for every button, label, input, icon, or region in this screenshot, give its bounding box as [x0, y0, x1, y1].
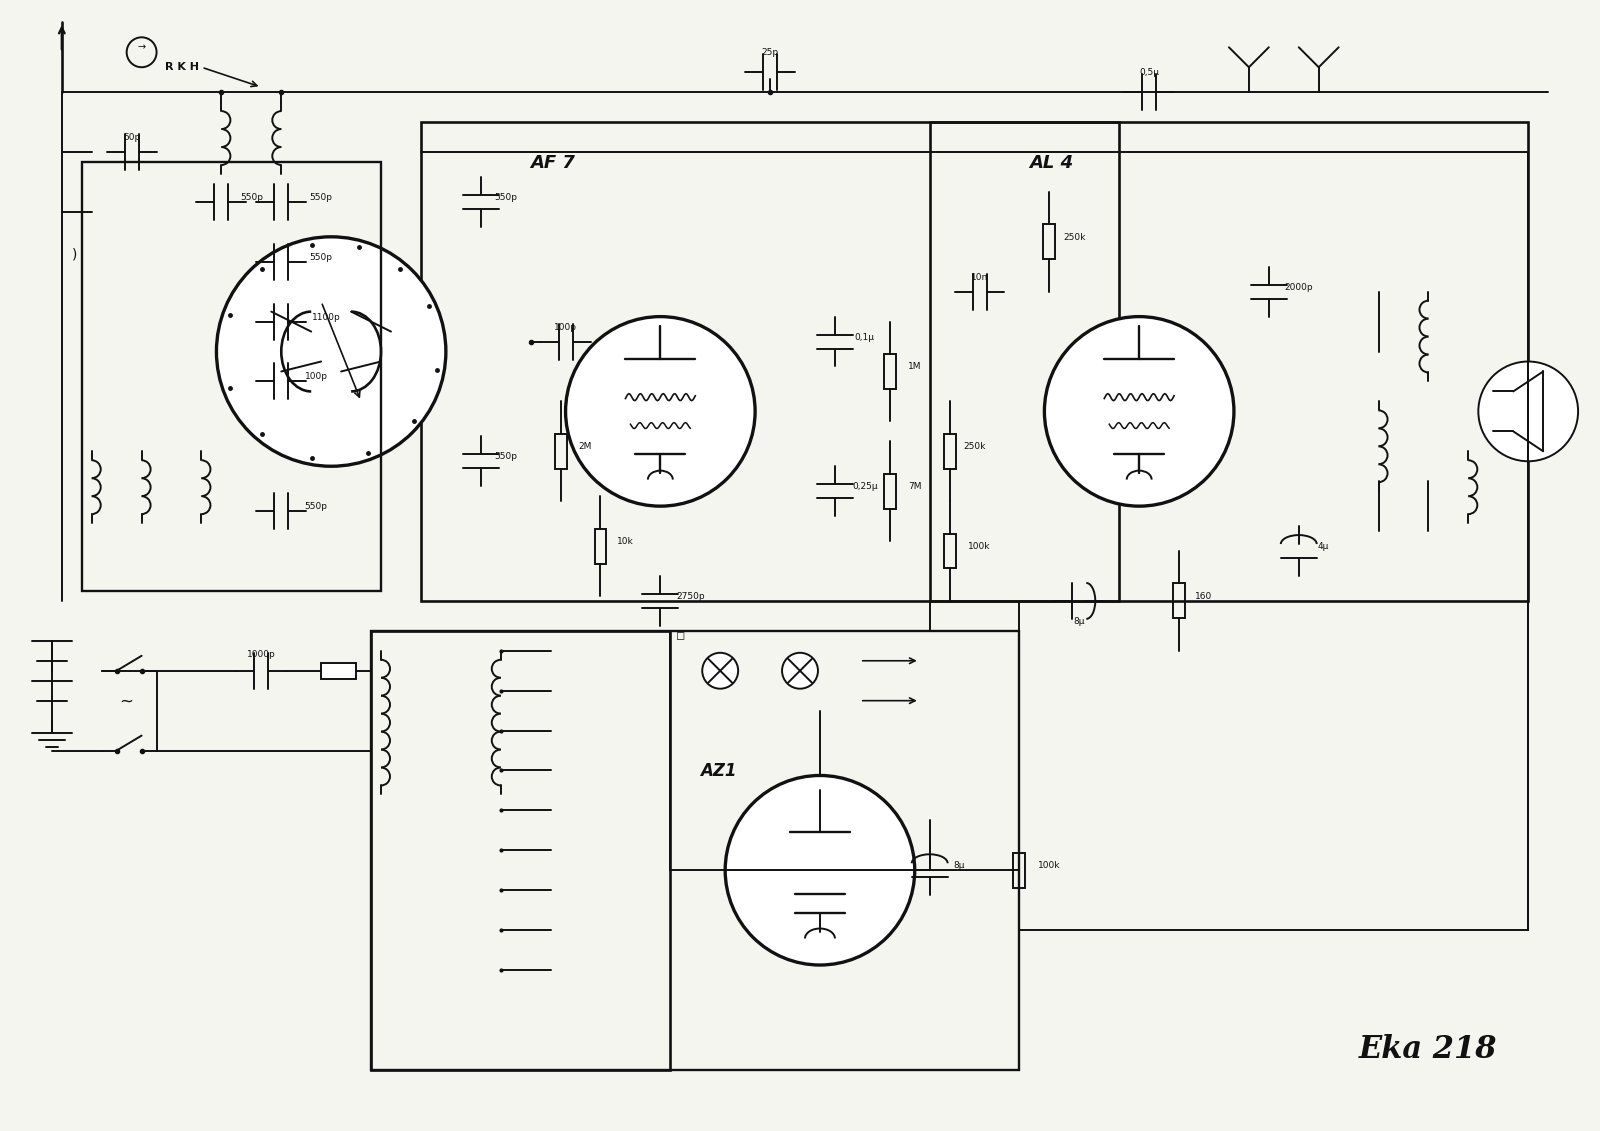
Text: 1M: 1M	[907, 362, 922, 371]
Text: 10n: 10n	[971, 273, 989, 282]
Text: AL 4: AL 4	[1029, 154, 1074, 172]
Text: 0,25μ: 0,25μ	[853, 482, 878, 491]
Text: 100p: 100p	[554, 322, 578, 331]
Circle shape	[782, 653, 818, 689]
Text: 8μ: 8μ	[954, 861, 965, 870]
Text: 550p: 550p	[310, 193, 333, 202]
Text: 4μ: 4μ	[1318, 542, 1330, 551]
Bar	[322, 663, 357, 679]
Text: 25p: 25p	[762, 49, 779, 58]
Text: 2M: 2M	[579, 442, 592, 451]
Text: 250k: 250k	[963, 442, 986, 451]
Text: AZ1: AZ1	[701, 762, 736, 780]
Bar	[930, 122, 1528, 601]
Circle shape	[565, 317, 755, 507]
Text: 550p: 550p	[240, 193, 262, 202]
Bar	[883, 474, 896, 509]
Text: ~: ~	[120, 692, 134, 710]
Bar	[883, 354, 896, 389]
Text: ): )	[72, 248, 77, 261]
Text: 7M: 7M	[907, 482, 922, 491]
Circle shape	[725, 776, 915, 965]
Text: 10k: 10k	[618, 537, 634, 546]
Text: 100k: 100k	[1038, 861, 1061, 870]
Bar	[595, 528, 606, 563]
Text: 0,5μ: 0,5μ	[1139, 68, 1158, 77]
Text: 550p: 550p	[304, 502, 328, 511]
Text: 0,1μ: 0,1μ	[854, 333, 875, 342]
Text: 1100p: 1100p	[312, 312, 341, 321]
Text: 2000p: 2000p	[1285, 283, 1314, 292]
Text: AF 7: AF 7	[531, 154, 576, 172]
Text: 50p: 50p	[123, 133, 141, 143]
Bar	[944, 434, 955, 468]
Text: 2750p: 2750p	[675, 592, 704, 601]
Text: 100k: 100k	[968, 542, 990, 551]
Bar	[1013, 853, 1026, 888]
Text: →: →	[138, 42, 146, 52]
Circle shape	[1045, 317, 1234, 507]
Bar	[82, 162, 381, 590]
Text: 160: 160	[1195, 592, 1213, 601]
Text: 550p: 550p	[494, 193, 517, 202]
Text: Eka 218: Eka 218	[1358, 1035, 1498, 1065]
Text: 550p: 550p	[310, 252, 333, 261]
Bar	[421, 122, 1120, 601]
Bar	[1043, 224, 1056, 259]
Bar	[371, 631, 1019, 1070]
Circle shape	[702, 653, 738, 689]
Text: 250k: 250k	[1062, 233, 1085, 242]
Bar	[371, 631, 670, 1070]
Bar	[944, 534, 955, 569]
Text: ◻: ◻	[675, 631, 685, 641]
Text: 550p: 550p	[494, 452, 517, 461]
Text: R K H: R K H	[165, 62, 198, 72]
Bar	[555, 434, 566, 468]
Circle shape	[1478, 362, 1578, 461]
Text: 100p: 100p	[304, 372, 328, 381]
Text: 1000p: 1000p	[246, 650, 275, 658]
Circle shape	[216, 236, 446, 466]
Bar	[1173, 584, 1186, 619]
Text: 8μ: 8μ	[1074, 616, 1085, 625]
